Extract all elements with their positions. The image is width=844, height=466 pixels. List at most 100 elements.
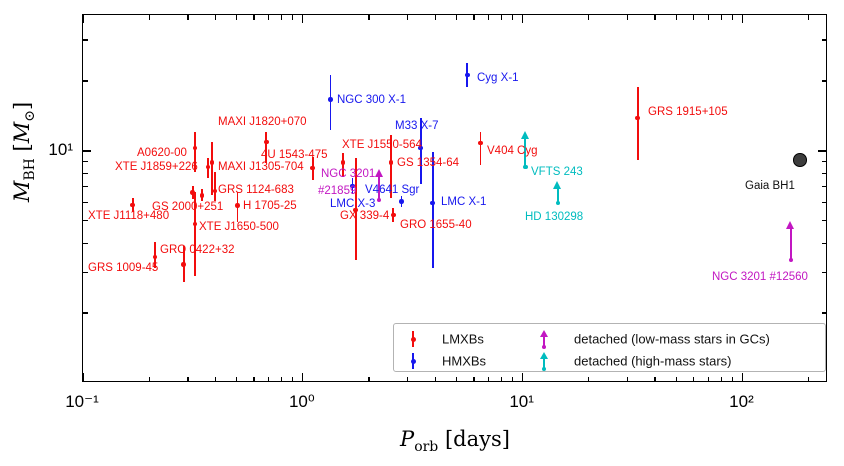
- label-point-lmc-x-3: LMC X-3: [330, 198, 376, 210]
- marker-point-grs-1915-105: [635, 115, 640, 121]
- marker-point-grs-1009-45: [181, 262, 186, 268]
- marker-point-4u-1543-475: [310, 165, 315, 171]
- y-minor-tick: [821, 220, 826, 222]
- x-major-tick: [741, 15, 744, 23]
- y-minor-tick: [821, 172, 826, 175]
- x-minor-tick: [148, 15, 150, 20]
- legend-label-lmxbs: LMXBs: [442, 331, 484, 347]
- marker-point-xte-j1859-226: [205, 164, 211, 170]
- x-minor-tick: [368, 376, 370, 381]
- x-minor-tick: [187, 15, 189, 20]
- error-bar-xte-j1650-500: [193, 191, 196, 277]
- y-minor-tick: [83, 160, 88, 163]
- label-point-grs-1915-105: GRS 1915+105: [648, 106, 728, 118]
- x-minor-tick: [235, 15, 238, 20]
- marker-point-v404-cyg: [478, 140, 483, 146]
- legend-arrow-shaft-detached-low-mass-stars-in-gcs: [543, 336, 545, 347]
- marker-point-xte-j1118-480: [130, 202, 135, 208]
- marker-point-a0620-00: [192, 145, 198, 151]
- legend-marker-dot-hmxbs: [410, 358, 416, 364]
- lower-limit-arrow-shaft-ngc-3201-21859: [378, 175, 381, 200]
- marker-point-lmc-x-1: [430, 200, 435, 206]
- legend-arrow-head-detached-low-mass-stars-in-gcs: [539, 330, 548, 337]
- x-major-tick: [302, 15, 304, 23]
- x-minor-tick: [473, 15, 475, 20]
- sun-symbol: ⊙: [22, 110, 39, 122]
- label-point-gs-1354-64: GS 1354-64: [397, 157, 460, 169]
- x-major-tick: [521, 15, 524, 23]
- y-minor-tick: [83, 172, 88, 175]
- y-minor-tick: [821, 186, 826, 188]
- x-axis-subscript: orb: [414, 439, 439, 456]
- legend-arrow-head-detached-high-mass-stars: [539, 352, 548, 359]
- x-minor-tick: [434, 376, 436, 381]
- legend: LMXBs HMXBs detached (low-mass stars in GC…: [393, 323, 826, 372]
- marker-point-lmc-x-3: [350, 183, 355, 189]
- y-major-tick: [83, 150, 91, 152]
- label-21859: #21859: [318, 185, 357, 197]
- x-major-tick: [741, 373, 744, 381]
- label-point-xte-j1550-564: XTE J1550-564: [342, 139, 422, 151]
- legend-label-hmxbs: HMXBs: [442, 353, 487, 369]
- lower-limit-arrow-head-ngc-3201-21859: [374, 168, 383, 177]
- x-minor-tick: [511, 15, 514, 20]
- error-bar-maxi-j1305-704: [210, 142, 213, 195]
- label-point-xte-j1118-480: XTE J1118+480: [88, 210, 170, 222]
- label-point-m33-x-7: M33 X-7: [395, 120, 439, 132]
- lower-limit-arrow-shaft-vfts-243: [524, 138, 527, 167]
- lower-limit-arrow-head-vfts-243: [520, 131, 529, 140]
- error-bar-maxi-j1820-070: [265, 131, 268, 163]
- label-point-cyg-x-1: Cyg X-1: [477, 72, 519, 84]
- label-point-lmc-x-1: LMC X-1: [441, 196, 487, 208]
- legend-label-detached-low-mass-stars-in-gcs: detached (low-mass stars in GCs): [574, 331, 770, 347]
- x-minor-tick: [235, 376, 238, 381]
- x-minor-tick: [626, 376, 629, 381]
- lower-limit-base-ngc-3201-12560: [788, 257, 794, 263]
- lower-limit-base-ngc-3201-21859: [377, 197, 382, 202]
- marker-point-gro-1655-40: [391, 212, 396, 218]
- x-minor-tick: [280, 15, 283, 20]
- y-minor-tick: [821, 80, 826, 82]
- label-point-maxi-j1305-704: MAXI J1305-704: [218, 161, 304, 173]
- label-point-a0620-00: A0620-00: [137, 147, 187, 159]
- y-minor-tick: [83, 242, 88, 244]
- y-axis-symbol: M: [9, 180, 34, 203]
- legend-marker-dot-lmxbs: [410, 336, 416, 342]
- y-axis-subscript: BH: [22, 158, 39, 181]
- x-minor-tick: [500, 15, 502, 20]
- x-tick-label: 10⁻¹: [65, 392, 99, 411]
- y-minor-tick: [821, 242, 826, 244]
- x-minor-tick: [187, 376, 189, 381]
- error-bar-lmc-x-1: [431, 151, 434, 268]
- marker-point-gro-0422-32: [152, 254, 158, 260]
- legend-label-detached-high-mass-stars: detached (high-mass stars): [574, 353, 732, 369]
- marker-point-gaia-bh1: [793, 153, 807, 167]
- x-axis-unit: [days]: [438, 427, 510, 451]
- label-point-grs-1009-45: GRS 1009-45: [88, 262, 159, 274]
- error-bar-grs-1124-683: [214, 171, 216, 202]
- x-major-tick: [302, 373, 304, 381]
- x-tick-label: 10²: [729, 392, 754, 411]
- marker-point-cyg-x-1: [465, 72, 470, 78]
- lower-limit-arrow-shaft-hd-130298: [556, 188, 559, 204]
- x-major-tick: [82, 15, 84, 23]
- x-minor-tick: [434, 15, 436, 20]
- x-minor-tick: [268, 15, 270, 20]
- y-minor-tick: [83, 39, 88, 41]
- y-minor-tick: [83, 80, 88, 82]
- y-tick-label: 10¹: [48, 139, 73, 159]
- label-point-4u-1543-475: 4U 1543-475: [261, 149, 328, 161]
- label-point-ngc-3201-12560: NGC 3201 #12560: [712, 271, 808, 283]
- label-point-hd-130298: HD 130298: [525, 211, 584, 223]
- legend-arrow-base-detached-high-mass-stars: [542, 367, 546, 371]
- x-minor-tick: [807, 15, 810, 20]
- label-point-grs-1124-683: GRS 1124-683: [218, 184, 294, 196]
- x-minor-tick: [731, 376, 734, 381]
- error-bar-grs-1915-105: [636, 87, 639, 160]
- marker-point-m33-x-7: [418, 145, 423, 151]
- y-minor-tick: [821, 201, 826, 204]
- x-minor-tick: [588, 376, 590, 381]
- x-tick-label: 10¹: [509, 392, 534, 411]
- y-axis-title: MBH [M⊙]: [9, 101, 39, 203]
